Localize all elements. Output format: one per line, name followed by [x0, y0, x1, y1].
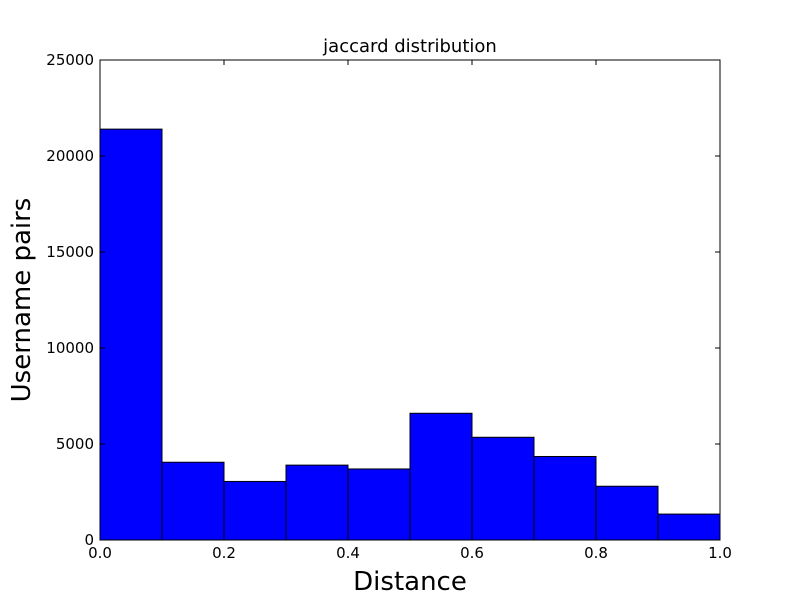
- x-tick-label-4: 0.8: [584, 544, 608, 562]
- histogram-bar-6: [471, 436, 535, 541]
- histogram-bar-0: [99, 128, 163, 541]
- histogram-bar-1: [161, 461, 225, 541]
- y-tick-label-1: 5000: [56, 435, 94, 453]
- y-tick-label-0: 0: [84, 531, 94, 549]
- x-tick-label-5: 1.0: [708, 544, 732, 562]
- histogram-bar-9: [657, 513, 721, 541]
- plot-frame: [99, 59, 721, 541]
- x-tick-label-0: 0.0: [88, 544, 112, 562]
- histogram-bar-3: [285, 464, 349, 541]
- histogram-bar-2: [223, 480, 287, 541]
- y-tick-label-2: 10000: [46, 339, 94, 357]
- y-tick-label-3: 15000: [46, 243, 94, 261]
- y-axis-label: Username pairs: [7, 198, 37, 403]
- x-tick-label-2: 0.4: [336, 544, 360, 562]
- x-tick-label-1: 0.2: [212, 544, 236, 562]
- y-tick-label-5: 25000: [46, 51, 94, 69]
- x-axis-label: Distance: [353, 567, 467, 597]
- histogram-bar-8: [595, 485, 659, 541]
- y-tick-label-4: 20000: [46, 147, 94, 165]
- x-tick-label-3: 0.6: [460, 544, 484, 562]
- bar-group: [99, 128, 721, 541]
- histogram-bar-4: [347, 468, 411, 541]
- histogram-bar-7: [533, 455, 597, 541]
- histogram-bar-5: [409, 412, 473, 541]
- tick-group: 0.0 0.2 0.4 0.6 0.8 1.0 0 5000 10000 15000 20000 25…: [46, 51, 732, 562]
- chart-title: jaccard distribution: [322, 36, 497, 57]
